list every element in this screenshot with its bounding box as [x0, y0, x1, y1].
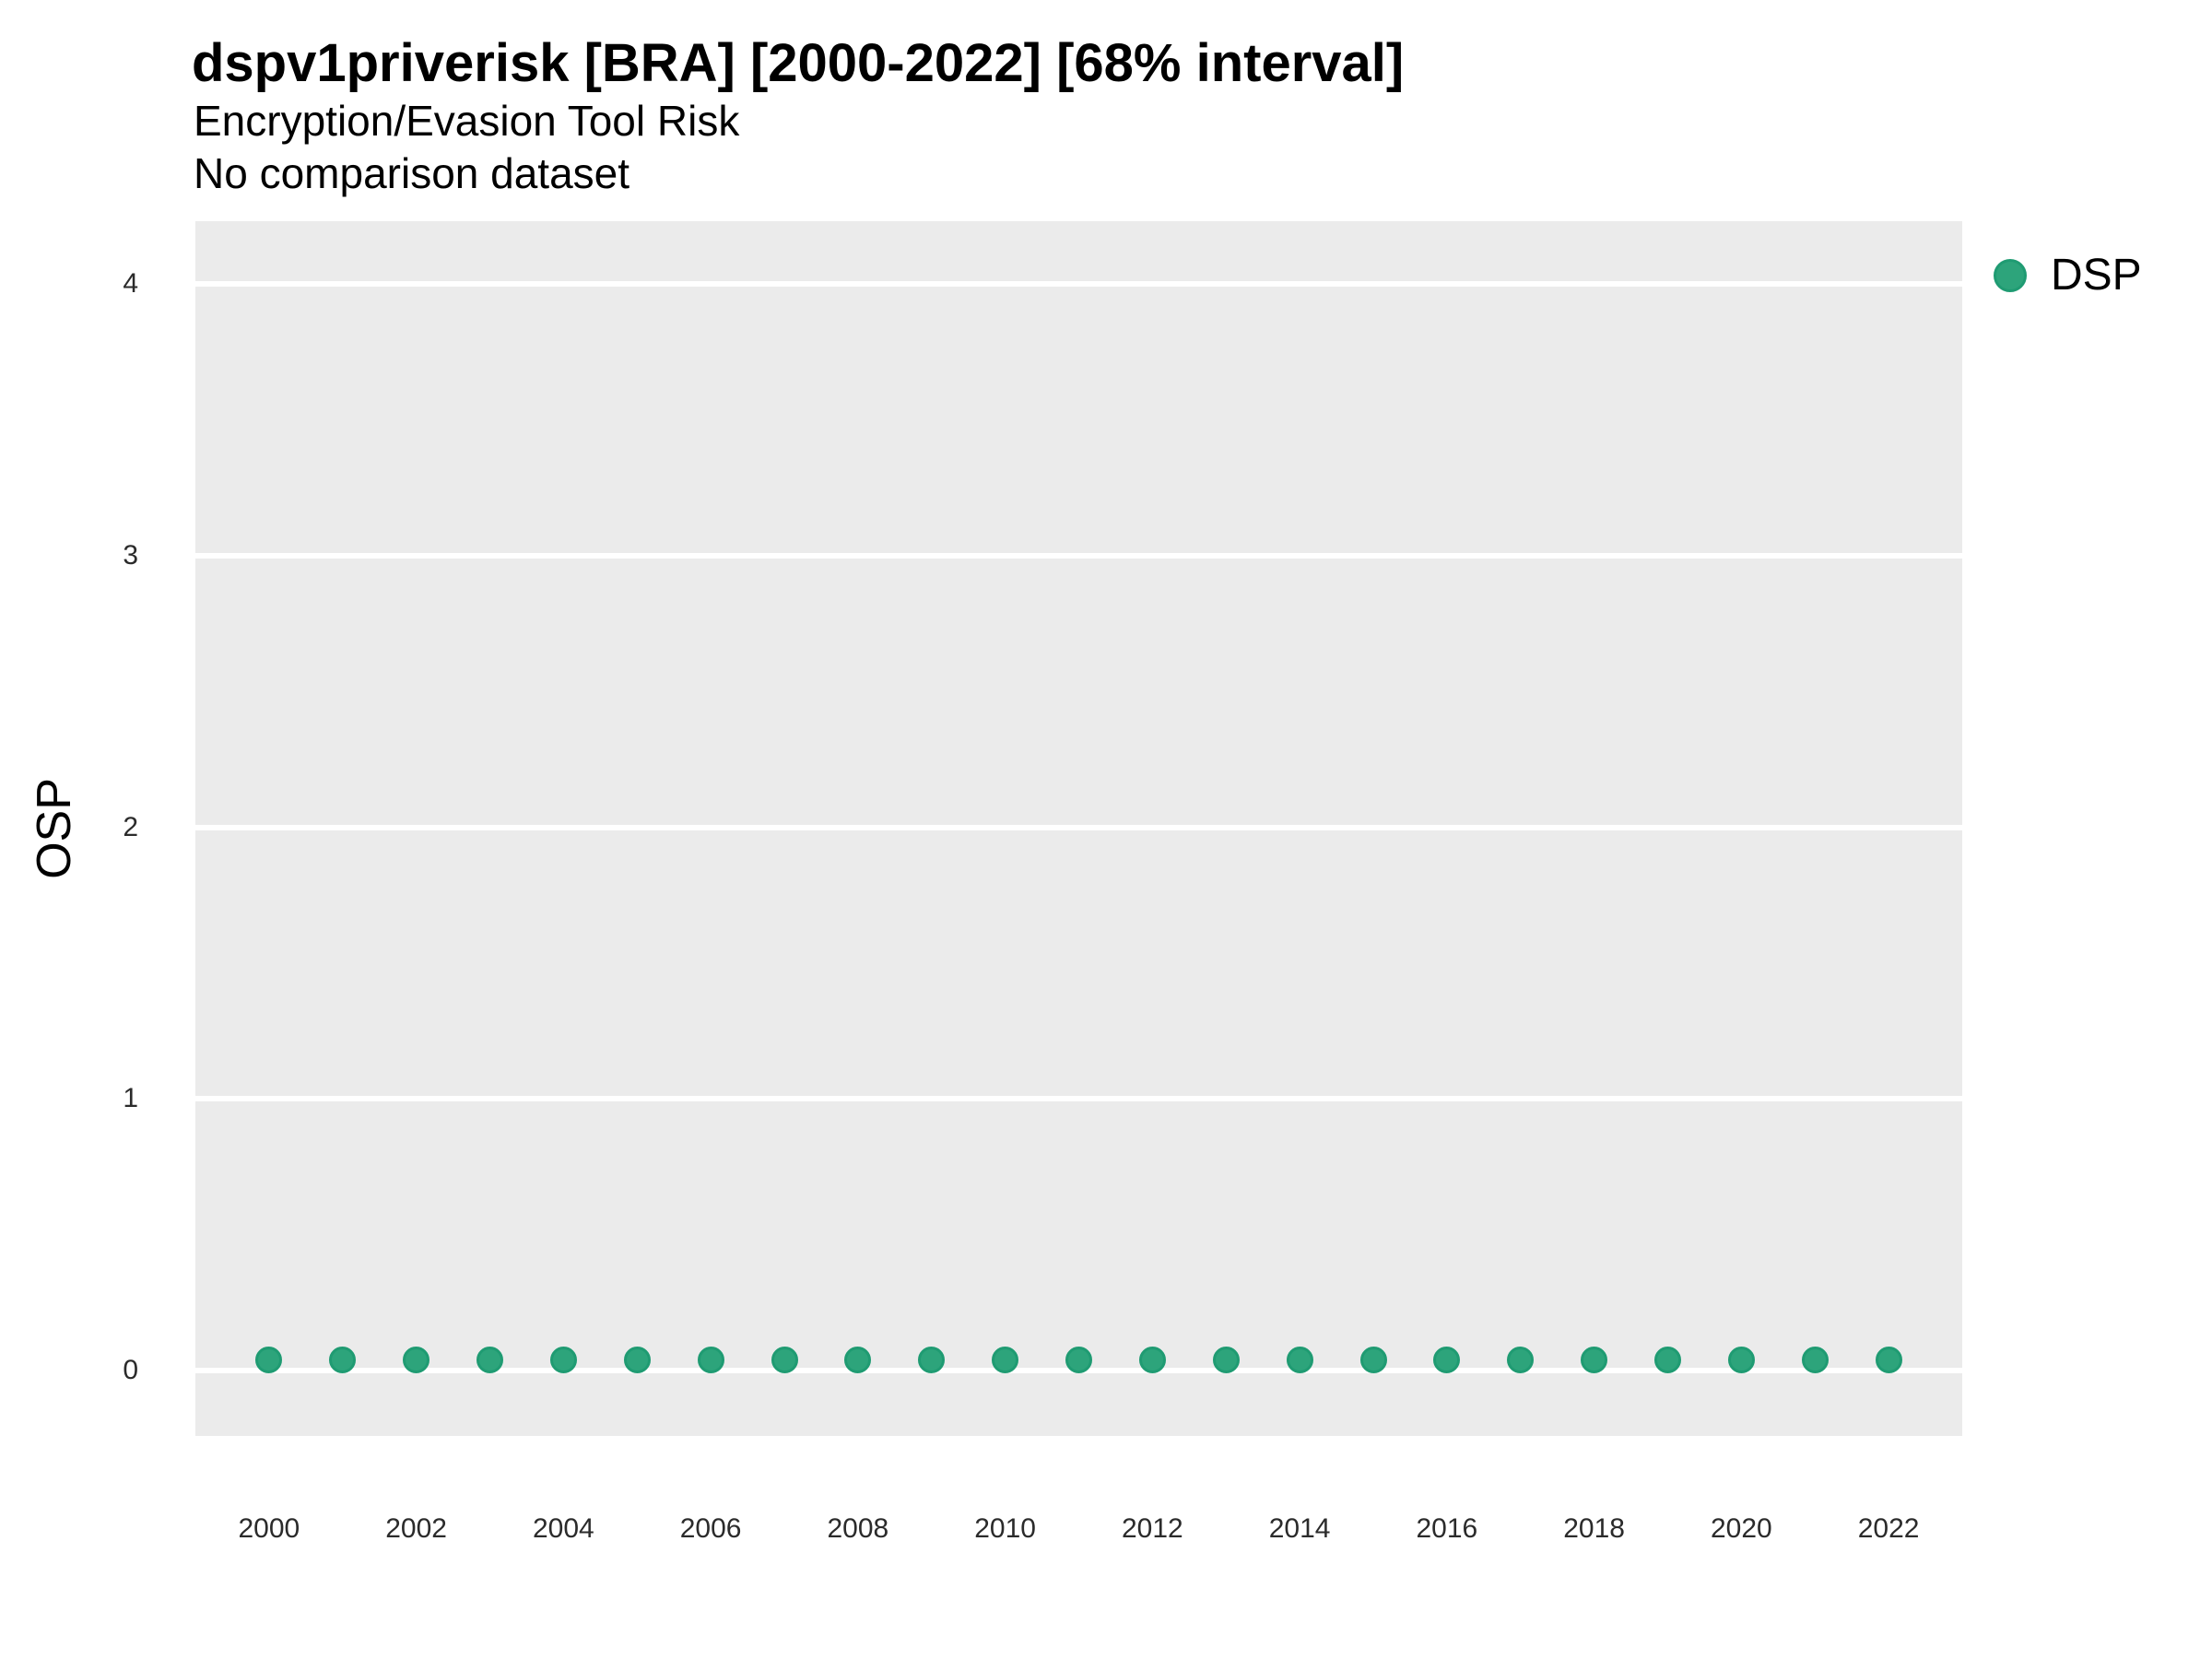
data-point-DSP-2002 [403, 1346, 430, 1373]
x-tick-label: 2014 [1268, 1513, 1331, 1544]
data-point-DSP-2009 [918, 1346, 946, 1373]
data-point-DSP-2021 [1801, 1346, 1829, 1373]
plot-panel [195, 221, 1962, 1436]
x-tick-label: 2016 [1416, 1513, 1478, 1544]
x-tick-label: 2020 [1711, 1513, 1772, 1544]
legend: DSP [1994, 251, 2142, 300]
chart-subtitle: Encryption/Evasion Tool Risk [194, 97, 740, 145]
x-tick-label: 2012 [1122, 1513, 1183, 1544]
x-tick-label: 2008 [827, 1513, 889, 1544]
data-point-DSP-2012 [1138, 1346, 1166, 1373]
gridline-y-3 [195, 552, 1962, 559]
data-point-DSP-2020 [1727, 1346, 1755, 1373]
data-point-DSP-2000 [255, 1346, 283, 1373]
data-point-DSP-2018 [1581, 1346, 1608, 1373]
gridline-y-2 [195, 824, 1962, 830]
x-tick-label: 2002 [385, 1513, 447, 1544]
data-point-DSP-2001 [329, 1346, 357, 1373]
data-point-DSP-2017 [1507, 1346, 1535, 1373]
x-tick-label: 2010 [974, 1513, 1036, 1544]
y-tick-label: 0 [123, 1355, 138, 1386]
y-tick-label: 3 [123, 539, 138, 571]
data-point-DSP-2015 [1359, 1346, 1387, 1373]
x-tick-label: 2018 [1563, 1513, 1625, 1544]
data-point-DSP-2003 [477, 1346, 503, 1373]
data-point-DSP-2005 [623, 1346, 651, 1373]
data-point-DSP-2016 [1433, 1346, 1461, 1373]
data-point-DSP-2007 [771, 1346, 798, 1373]
y-tick-label: 4 [123, 267, 138, 299]
data-point-DSP-2010 [992, 1346, 1019, 1373]
x-tick-label: 2000 [238, 1513, 300, 1544]
data-point-DSP-2013 [1212, 1346, 1240, 1373]
legend-label: DSP [2051, 251, 2142, 300]
x-tick-label: 2022 [1857, 1513, 1920, 1544]
legend-circle-icon [1994, 259, 2027, 292]
chart-note: No comparison dataset [194, 149, 630, 197]
x-tick-label: 2006 [679, 1513, 742, 1544]
data-point-DSP-2008 [844, 1346, 872, 1373]
data-point-DSP-2014 [1286, 1346, 1313, 1373]
x-tick-label: 2004 [533, 1513, 594, 1544]
data-point-DSP-2022 [1875, 1346, 1902, 1373]
data-point-DSP-2004 [549, 1346, 577, 1373]
chart-title: dspv1priverisk [BRA] [2000-2022] [68% in… [192, 33, 1405, 93]
gridline-y-1 [195, 1096, 1962, 1102]
y-tick-label: 2 [123, 811, 138, 842]
gridline-y-4 [195, 280, 1962, 287]
data-point-DSP-2011 [1065, 1346, 1092, 1373]
y-tick-label: 1 [123, 1083, 138, 1114]
data-point-DSP-2019 [1654, 1346, 1681, 1373]
data-point-DSP-2006 [697, 1346, 724, 1373]
